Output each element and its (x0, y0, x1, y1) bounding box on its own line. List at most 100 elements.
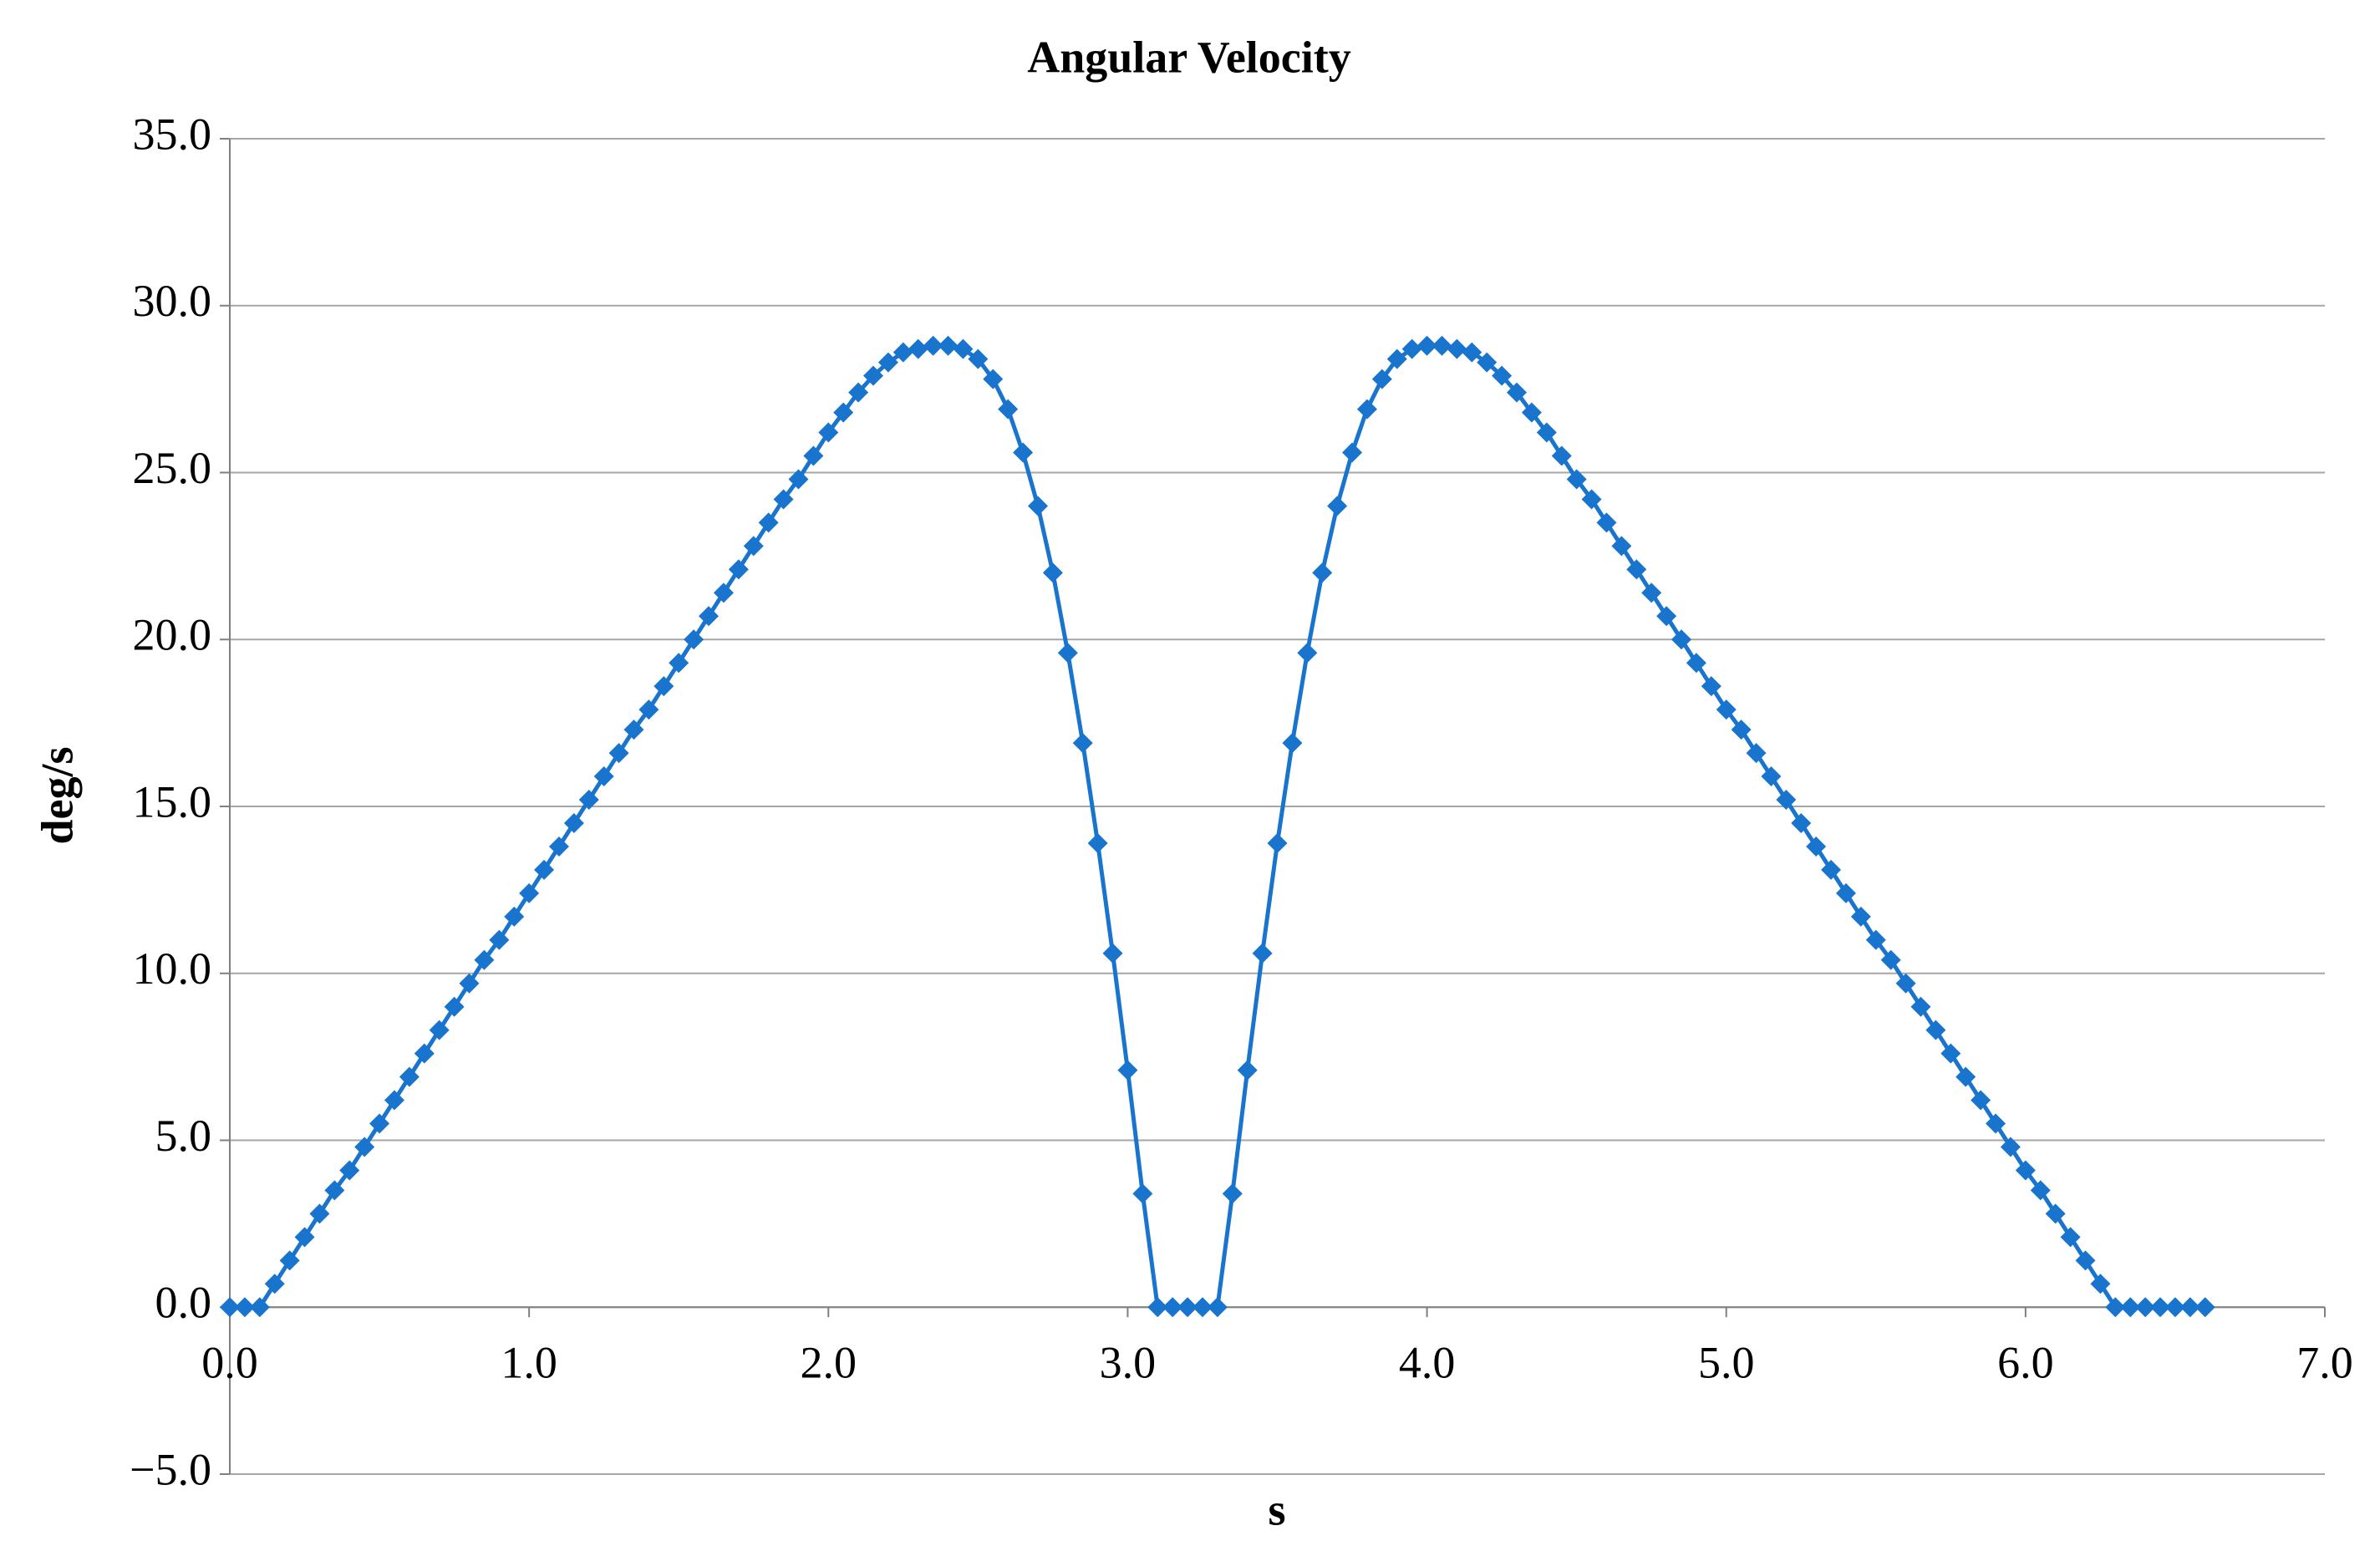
data-marker (354, 1137, 375, 1157)
data-marker (1925, 1020, 1946, 1040)
data-marker (669, 653, 689, 674)
data-marker (548, 836, 569, 857)
y-tick-label: 30.0 (133, 276, 212, 326)
data-marker (2194, 1297, 2215, 1318)
data-marker (1416, 335, 1437, 356)
data-marker (1940, 1043, 1961, 1064)
data-marker (1447, 338, 1467, 359)
x-tick-label: 1.0 (501, 1338, 557, 1388)
data-marker (1701, 676, 1721, 697)
x-tick-label: 0.0 (201, 1338, 258, 1388)
data-marker (429, 1020, 450, 1040)
data-marker (833, 402, 854, 423)
data-marker (788, 469, 809, 490)
data-marker (1850, 906, 1871, 927)
data-marker (1072, 733, 1093, 754)
data-marker (264, 1274, 285, 1294)
data-marker (1342, 442, 1363, 463)
data-marker (699, 606, 720, 627)
data-marker (578, 790, 599, 811)
data-marker (2000, 1137, 2021, 1157)
data-marker (818, 422, 839, 443)
data-marker (638, 699, 659, 720)
data-marker (1955, 1066, 1976, 1087)
data-marker (534, 859, 555, 880)
data-marker (249, 1297, 270, 1318)
data-marker (1731, 720, 1752, 740)
data-marker (998, 399, 1019, 420)
data-marker (1551, 445, 1572, 466)
data-marker (1776, 790, 1797, 811)
data-marker (968, 348, 989, 369)
x-tick-label: 5.0 (1698, 1338, 1755, 1388)
data-marker (892, 342, 913, 363)
data-marker (1746, 743, 1767, 764)
chart-title: Angular Velocity (1027, 32, 1351, 82)
data-marker (1477, 352, 1498, 373)
data-marker (1312, 562, 1333, 583)
data-marker (2120, 1297, 2141, 1318)
data-marker (399, 1066, 420, 1087)
data-marker (1356, 399, 1377, 420)
data-marker (414, 1043, 435, 1064)
data-marker (339, 1160, 360, 1181)
data-marker (1986, 1113, 2006, 1134)
data-marker (803, 445, 824, 466)
data-marker (1117, 1060, 1138, 1081)
x-tick-label: 7.0 (2296, 1338, 2353, 1388)
data-marker (1237, 1060, 1258, 1081)
data-marker (593, 766, 614, 787)
x-tick-label: 4.0 (1399, 1338, 1456, 1388)
data-marker (1536, 422, 1557, 443)
data-marker (2135, 1297, 2156, 1318)
data-marker (743, 536, 764, 557)
data-marker (1910, 996, 1931, 1017)
data-marker (1252, 943, 1273, 964)
data-marker (1716, 699, 1737, 720)
data-marker (1013, 442, 1034, 463)
data-marker (684, 629, 704, 650)
data-marker (713, 582, 734, 603)
data-marker (1042, 562, 1063, 583)
data-marker (1507, 382, 1528, 403)
y-tick-label: 35.0 (133, 109, 212, 159)
y-tick-label: 15.0 (133, 776, 212, 826)
data-marker (2090, 1274, 2111, 1294)
data-marker (1297, 643, 1318, 664)
data-marker (1880, 949, 1901, 970)
x-tick-label: 6.0 (1997, 1338, 2054, 1388)
data-marker (294, 1227, 315, 1248)
data-marker (2075, 1250, 2096, 1271)
data-marker (2015, 1160, 2036, 1181)
data-marker (1027, 496, 1048, 516)
data-marker (1462, 342, 1482, 363)
data-marker (1791, 812, 1812, 833)
x-tick-label: 3.0 (1100, 1338, 1157, 1388)
data-marker (1207, 1297, 1228, 1318)
data-marker (1596, 512, 1617, 533)
data-marker (983, 369, 1004, 389)
data-marker (324, 1180, 345, 1201)
data-marker (519, 882, 540, 903)
y-tick-label: 5.0 (155, 1111, 212, 1161)
data-marker (1177, 1297, 1198, 1318)
data-line (230, 343, 2205, 1310)
y-tick-label: −5.0 (130, 1444, 211, 1494)
data-marker (504, 906, 525, 927)
data-marker (1641, 582, 1662, 603)
y-axis-label: deg/s (32, 746, 82, 844)
data-marker (1102, 943, 1123, 964)
data-marker (309, 1203, 330, 1224)
x-axis-label: s (1268, 1484, 1285, 1534)
data-marker (953, 338, 974, 359)
data-marker (1132, 1183, 1153, 1204)
data-marker (1895, 973, 1916, 994)
data-marker (863, 365, 884, 386)
data-marker (1267, 832, 1288, 853)
data-marker (1611, 536, 1632, 557)
data-marker (1626, 559, 1647, 580)
data-marker (2030, 1180, 2051, 1201)
data-marker (1222, 1183, 1243, 1204)
data-marker (1147, 1297, 1168, 1318)
